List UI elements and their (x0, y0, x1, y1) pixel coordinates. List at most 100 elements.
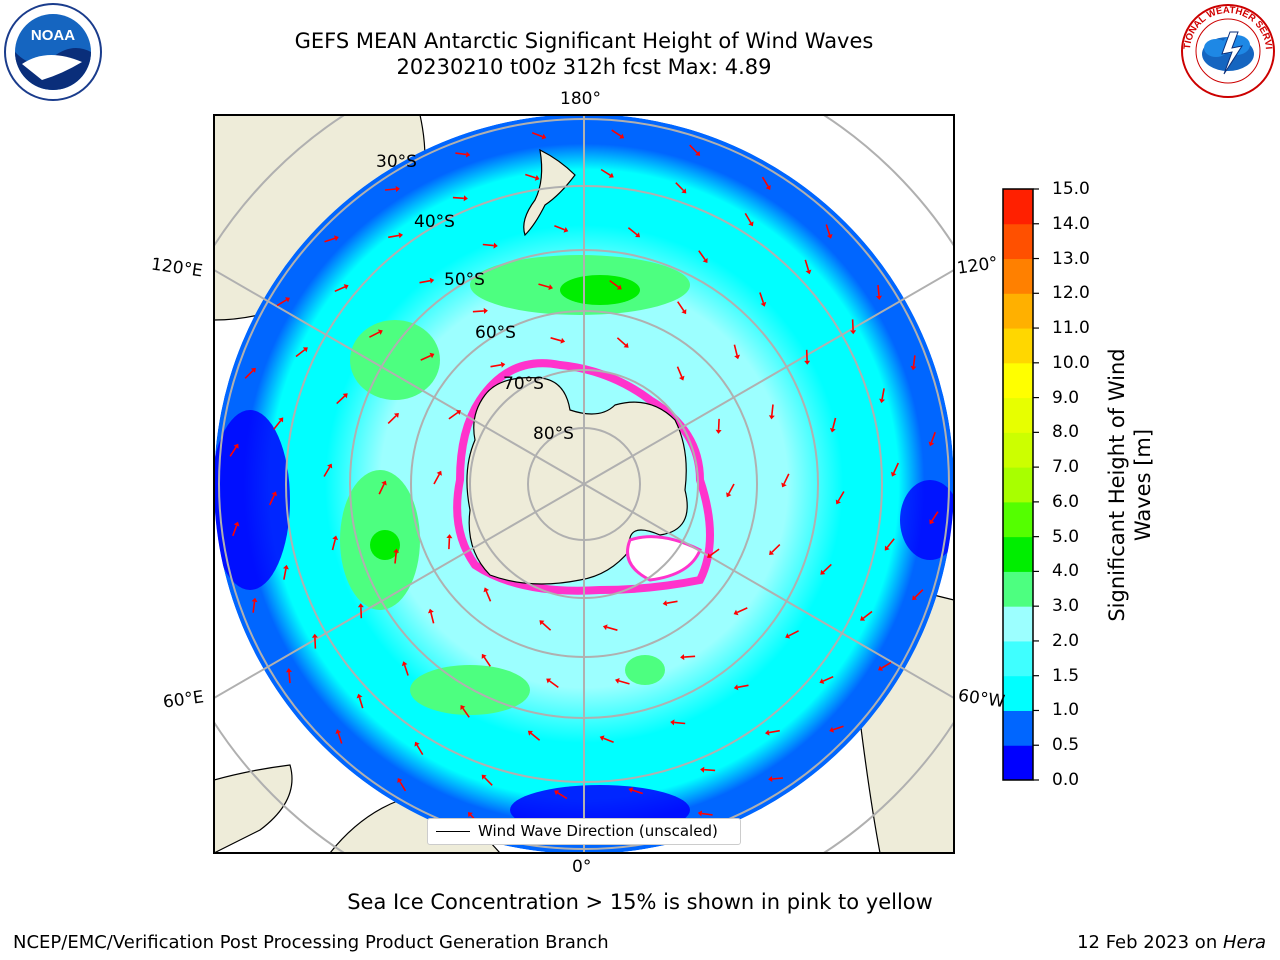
wind-arrow-head (278, 417, 284, 423)
wind-arrow (822, 563, 832, 573)
wind-arrow (825, 224, 831, 236)
colorbar-tick-label: 6.0 (1052, 491, 1080, 512)
wind-arrow (837, 491, 845, 502)
legend-line-swatch (436, 831, 470, 832)
wind-arrow (295, 349, 306, 358)
legend-label: Wind Wave Direction (unscaled) (478, 822, 718, 840)
wind-arrow (689, 144, 698, 154)
wind-arrow-head (628, 787, 634, 793)
wind-arrow (931, 511, 939, 522)
wind-arrow-head (616, 284, 622, 290)
wind-arrow (832, 417, 837, 429)
wind-arrow-head (397, 778, 403, 783)
wind-arrow (759, 292, 765, 304)
sea-ice-caption: Sea Ice Concentration > 15% is shown in … (347, 890, 933, 914)
wind-arrow (358, 697, 364, 709)
wind-arrow-head (891, 471, 897, 477)
wind-arrow (832, 725, 844, 731)
wind-arrow-head (342, 393, 348, 399)
colorbar-segment (1003, 710, 1033, 746)
noaa-logo-text: NOAA (31, 27, 75, 44)
wind-arrow (822, 675, 834, 682)
wind-arrow (384, 188, 396, 191)
wind-arrow-head (356, 693, 363, 699)
wind-arrow (611, 129, 622, 137)
noaa-logo: NOAA (4, 3, 102, 101)
wind-arrow-head (233, 521, 240, 527)
wind-arrow-head (393, 548, 400, 553)
wind-arrow (462, 707, 470, 718)
colorbar-border (1002, 188, 1034, 781)
lat-label-70s: 70°S (503, 374, 544, 394)
wind-arrow-head (879, 398, 885, 404)
wind-arrow (394, 552, 397, 564)
wind-arrow-head (548, 284, 553, 290)
colorbar-tick-label: 2.0 (1052, 630, 1080, 651)
wind-arrow-head (748, 221, 754, 227)
wind-arrow (701, 812, 713, 816)
wind-arrow-head (662, 600, 668, 607)
lat-label-40s: 40°S (414, 212, 455, 232)
wind-arrow (771, 544, 781, 553)
wind-arrow (378, 483, 385, 495)
wind-arrow-head (500, 361, 506, 368)
wind-arrow (337, 732, 343, 744)
wind-arrow-head (377, 329, 383, 335)
wind-arrow (737, 684, 749, 689)
wind-arrow (600, 168, 611, 176)
wind-arrow (490, 364, 502, 368)
colorbar-tick-label: 14.0 (1052, 213, 1090, 234)
map-legend: Wind Wave Direction (unscaled) (427, 818, 741, 845)
colorbar-segment (1003, 189, 1033, 225)
wind-arrow (229, 446, 237, 457)
africa-land (214, 764, 293, 853)
wind-arrow-head (670, 719, 675, 726)
lat-label-60s: 60°S (475, 323, 516, 343)
wind-arrow (627, 227, 638, 236)
wind-arrow (733, 344, 738, 356)
wind-arrow-head (357, 603, 364, 608)
wind-arrow-head (765, 185, 771, 190)
wind-arrow (704, 768, 716, 772)
wind-arrow (541, 622, 552, 631)
wind-arrow (482, 243, 494, 247)
wind-arrow-head (483, 587, 489, 593)
wind-arrow-head (286, 668, 292, 673)
wind-arrow-head (850, 330, 857, 335)
colorbar-tick-label: 4.0 (1052, 561, 1080, 582)
wind-arrow (452, 196, 464, 200)
colorbar-title: Significant Height of Wind Waves [m] (1105, 348, 1155, 622)
wind-arrow (783, 473, 790, 485)
wind-arrow (232, 525, 238, 537)
wind-arrow (912, 355, 916, 367)
wind-arrow-head (697, 810, 703, 817)
wind-arrow-head (401, 661, 408, 667)
new-zealand-land (523, 148, 576, 237)
wind-arrow-head (733, 609, 739, 616)
colorbar (1002, 188, 1039, 781)
wind-arrow (877, 284, 880, 296)
wind-arrow-head (394, 413, 399, 418)
wind-arrow (433, 473, 441, 485)
colorbar-tick-label: 13.0 (1052, 248, 1090, 269)
wind-arrow-head (695, 150, 701, 156)
colorbar-segment (1003, 640, 1033, 677)
wind-arrow-head (910, 365, 917, 371)
wind-arrow-head (446, 534, 453, 539)
wind-arrow-head (527, 730, 533, 736)
colorbar-segment (1003, 293, 1033, 329)
wind-arrow (744, 212, 752, 224)
wind-arrow-head (623, 342, 629, 348)
wind-arrow-head (285, 297, 290, 303)
colorbar-segment (1003, 432, 1033, 468)
wind-arrow (736, 607, 748, 614)
wind-arrow-head (560, 337, 566, 344)
wind-arrow (252, 601, 256, 613)
wind-arrow-head (760, 301, 767, 307)
colorbar-tick-label: 15.0 (1052, 179, 1090, 199)
colorbar-tick-label: 0.0 (1052, 770, 1080, 790)
colorbar-segment (1003, 501, 1033, 538)
wind-arrow (554, 224, 565, 231)
wind-arrow-head (608, 172, 614, 178)
wind-arrow (420, 354, 432, 361)
